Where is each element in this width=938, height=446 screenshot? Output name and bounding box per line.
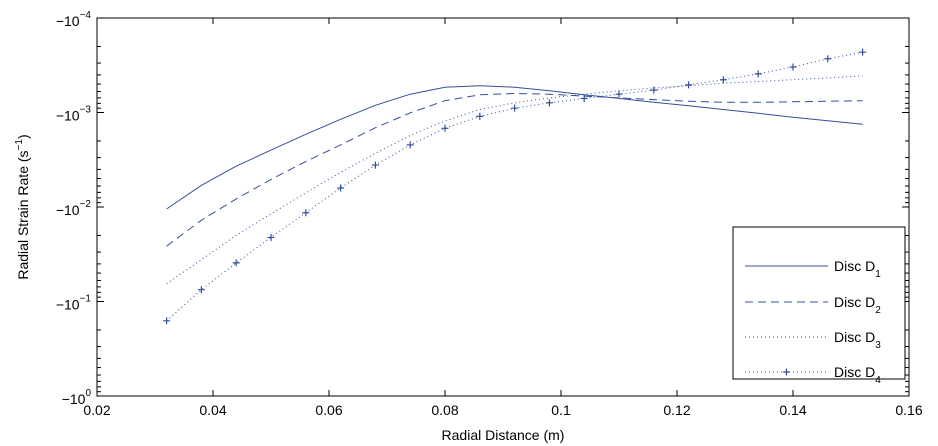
y-tick-label: −10−4 bbox=[56, 10, 92, 29]
series-4-marker bbox=[685, 81, 693, 89]
legend-label-1: Disc D1 bbox=[834, 258, 881, 280]
series-4-marker bbox=[337, 184, 345, 192]
series-line-1 bbox=[166, 85, 863, 210]
series-4-marker bbox=[476, 112, 484, 120]
y-axis-label-close: ) bbox=[15, 134, 31, 139]
series-4-marker bbox=[441, 124, 449, 132]
y-axis-label-sup: −1 bbox=[14, 139, 25, 151]
legend-label-2: Disc D2 bbox=[834, 294, 881, 316]
x-tick-label: 0.12 bbox=[663, 402, 690, 418]
series-4-marker bbox=[754, 70, 762, 78]
series-line-2 bbox=[166, 92, 863, 247]
series-4-marker bbox=[163, 317, 171, 325]
legend-box bbox=[732, 226, 906, 380]
series-4-marker bbox=[371, 161, 379, 169]
series-4-marker bbox=[615, 90, 623, 98]
series-layer bbox=[163, 48, 867, 325]
series-4-marker bbox=[406, 141, 414, 149]
x-tick-label: 0.08 bbox=[431, 402, 458, 418]
series-4-marker bbox=[580, 94, 588, 102]
y-tick-label: −10−2 bbox=[56, 199, 92, 218]
y-axis-ticks: −10−4 −10−3 −10−2 −10−1 −100 bbox=[56, 10, 909, 407]
legend-label-4: Disc D4 bbox=[834, 364, 881, 386]
x-axis-ticks: 0.02 0.04 0.06 0.08 0.1 0.12 0.14 0.16 bbox=[83, 18, 923, 418]
y-tick-label: −10−3 bbox=[56, 105, 92, 124]
y-tick-label: −10−1 bbox=[56, 294, 92, 313]
series-4-marker bbox=[511, 104, 519, 112]
series-4-marker bbox=[267, 233, 275, 241]
series-4-marker bbox=[232, 259, 240, 267]
series-4-marker bbox=[719, 76, 727, 84]
x-tick-label: 0.16 bbox=[895, 402, 922, 418]
series-4-marker bbox=[302, 209, 310, 217]
legend-label-3: Disc D3 bbox=[834, 329, 881, 351]
series-4-marker bbox=[859, 48, 867, 56]
x-tick-label: 0.02 bbox=[83, 402, 110, 418]
x-tick-label: 0.14 bbox=[779, 402, 806, 418]
series-line-3 bbox=[166, 75, 863, 285]
x-tick-label: 0.06 bbox=[315, 402, 342, 418]
series-4-marker bbox=[824, 55, 832, 63]
x-axis-label: Radial Distance (m) bbox=[442, 427, 565, 443]
x-tick-label: 0.1 bbox=[551, 402, 571, 418]
series-4-marker bbox=[545, 99, 553, 107]
legend: Disc D1 Disc D2 Disc D3 Disc D4 bbox=[732, 226, 906, 386]
series-4-marker bbox=[650, 86, 658, 94]
y-axis-label: Radial Strain Rate (s−1) bbox=[14, 134, 31, 279]
series-4-marker bbox=[789, 63, 797, 71]
y-tick-label: −100 bbox=[62, 388, 92, 407]
y-axis-label-main: Radial Strain Rate (s bbox=[15, 150, 31, 279]
legend-marker bbox=[783, 368, 790, 376]
x-tick-label: 0.04 bbox=[199, 402, 226, 418]
series-4-marker bbox=[197, 286, 205, 294]
